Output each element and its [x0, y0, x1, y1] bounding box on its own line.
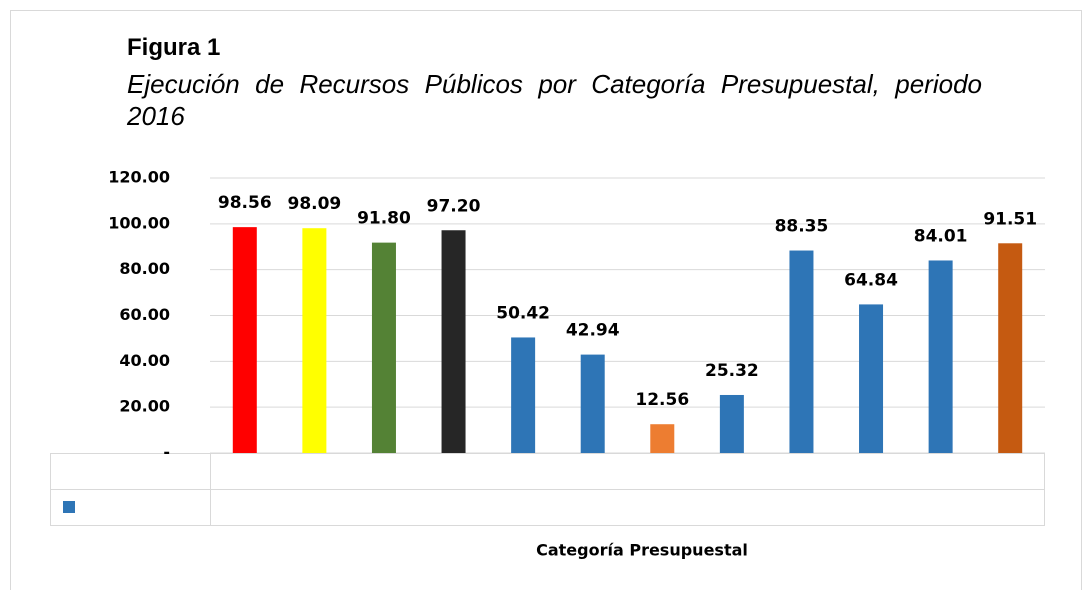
bar: [859, 304, 884, 453]
data-label: 42.94: [566, 321, 620, 341]
data-label: 98.56: [218, 193, 272, 213]
bar: [580, 354, 605, 453]
data-label: 91.80: [357, 209, 411, 229]
bar: [789, 250, 814, 453]
chart-frame: [10, 10, 1082, 590]
y-tick-label: 40.00: [119, 351, 170, 370]
y-tick-label: -: [163, 443, 170, 462]
bar: [998, 243, 1023, 453]
data-label: 98.09: [287, 194, 341, 214]
bar: [719, 394, 744, 453]
x-axis-label: Categoría Presupuestal: [536, 541, 748, 560]
y-tick-label: 120.00: [108, 168, 170, 187]
subtitle: Ejecución de Recursos Públicos por Categ…: [127, 69, 982, 131]
data-label: 88.35: [775, 217, 829, 237]
bar: [232, 227, 257, 453]
bar: [371, 242, 396, 453]
data-label: 64.84: [844, 270, 898, 290]
bar: [650, 424, 675, 453]
bar: [511, 337, 536, 453]
data-label: 97.20: [427, 196, 481, 216]
y-tick-label: 60.00: [119, 305, 170, 324]
data-label: 50.42: [496, 303, 550, 323]
bar: [441, 230, 466, 453]
y-tick-label: 80.00: [119, 259, 170, 278]
y-tick-label: 20.00: [119, 397, 170, 416]
bar: [928, 260, 953, 453]
data-label: 12.56: [635, 390, 689, 410]
y-tick-label: 100.00: [108, 213, 170, 232]
data-label: 84.01: [914, 226, 968, 246]
bar: [302, 228, 327, 453]
data-label: 91.51: [983, 209, 1037, 229]
data-label: 25.32: [705, 361, 759, 381]
title: Figura 1: [127, 34, 221, 61]
legend-marker: [63, 501, 75, 513]
